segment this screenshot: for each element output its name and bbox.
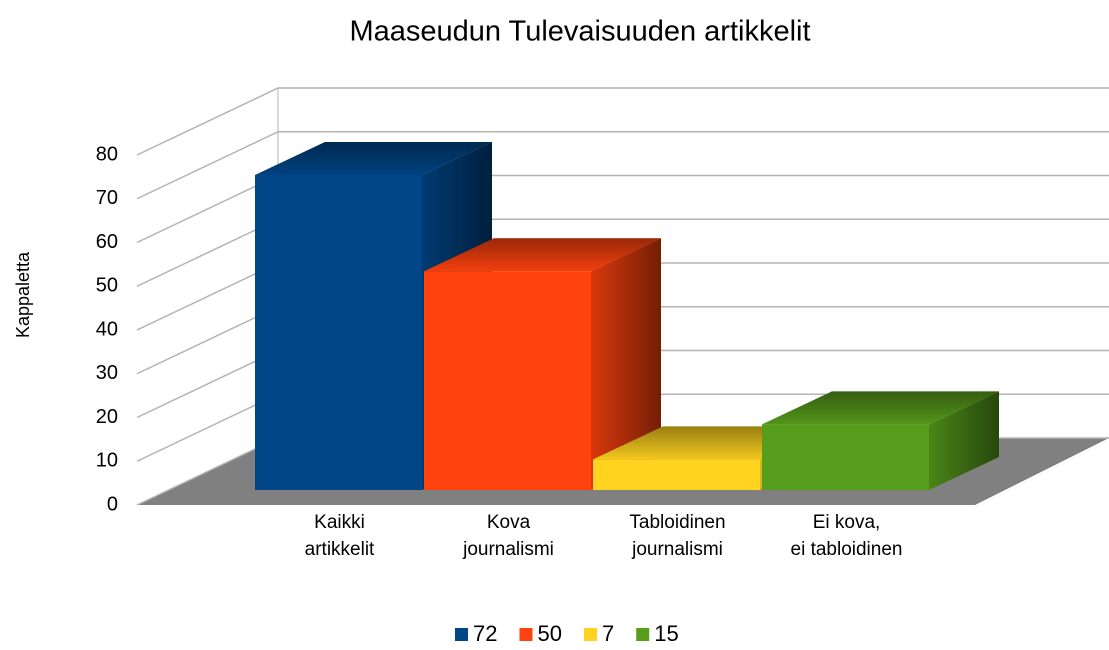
legend-label: 50 [537, 621, 561, 646]
legend-label: 7 [602, 621, 614, 646]
bar-side-shade [591, 238, 661, 490]
bar [762, 391, 999, 490]
bar-top-shade [762, 391, 999, 425]
bar-top-shade [255, 142, 492, 175]
x-tick-label: Kaikki [314, 512, 365, 533]
y-tick-label: 50 [96, 275, 118, 297]
y-axis-label: Kappaletta [13, 251, 33, 338]
x-tick-label: artikkelit [305, 539, 375, 560]
x-tick-label: Tabloidinen [629, 512, 725, 533]
bar-top-shade [424, 238, 661, 272]
y-tick-label: 80 [96, 143, 118, 165]
bar-side-shade [929, 391, 999, 490]
y-tick-label: 40 [96, 318, 118, 340]
legend-swatch [455, 628, 468, 641]
bar [424, 238, 661, 490]
chart-title: Maaseudun Tulevaisuuden artikkelit [349, 16, 810, 48]
bar-front [593, 459, 760, 490]
x-tick-label: Kova [487, 512, 531, 533]
legend-swatch [583, 628, 597, 641]
y-tick-label: 10 [96, 450, 118, 472]
y-tick-label: 60 [96, 231, 118, 253]
y-tick-label: 20 [96, 406, 118, 428]
grid-line [136, 87, 1109, 156]
grid-line [136, 131, 1109, 200]
x-tick-label: ei tabloidinen [791, 539, 903, 560]
y-tick-label: 0 [107, 493, 118, 515]
legend-label: 72 [473, 621, 497, 646]
y-tick-label: 70 [96, 187, 118, 209]
legend-label: 15 [654, 621, 678, 646]
bar-front [762, 424, 929, 490]
legend-swatch [636, 628, 650, 641]
legend-swatch [519, 628, 533, 641]
x-tick-label: journalismi [631, 539, 723, 560]
bar-front [255, 175, 422, 490]
y-tick-label: 30 [96, 362, 118, 384]
x-tick-label: Ei kova, [813, 512, 881, 533]
bar-front [424, 271, 591, 490]
x-tick-label: journalismi [462, 539, 554, 560]
